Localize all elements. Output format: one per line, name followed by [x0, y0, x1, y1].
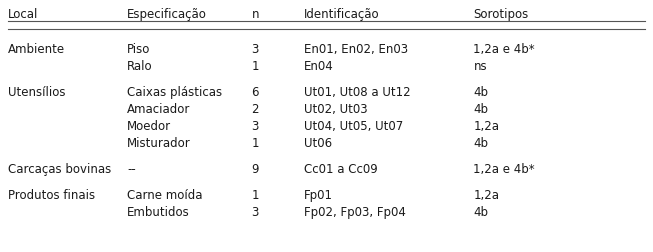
Text: 1,2a: 1,2a: [473, 188, 500, 201]
Text: ns: ns: [473, 60, 487, 73]
Text: Ut02, Ut03: Ut02, Ut03: [304, 103, 367, 115]
Text: Fp01: Fp01: [304, 188, 332, 201]
Text: Ut04, Ut05, Ut07: Ut04, Ut05, Ut07: [304, 119, 403, 133]
Text: 3: 3: [251, 205, 259, 218]
Text: Carne moída: Carne moída: [127, 188, 203, 201]
Text: Especificação: Especificação: [127, 8, 207, 21]
Text: --: --: [127, 162, 136, 175]
Text: Cc01 a Cc09: Cc01 a Cc09: [304, 162, 377, 175]
Text: 4b: 4b: [473, 86, 488, 99]
Text: 3: 3: [251, 119, 259, 133]
Text: Amaciador: Amaciador: [127, 103, 191, 115]
Text: Ralo: Ralo: [127, 60, 153, 73]
Text: 1,2a: 1,2a: [473, 119, 500, 133]
Text: En01, En02, En03: En01, En02, En03: [304, 43, 407, 56]
Text: 1: 1: [251, 188, 259, 201]
Text: 1,2a e 4b*: 1,2a e 4b*: [473, 162, 535, 175]
Text: Piso: Piso: [127, 43, 151, 56]
Text: n: n: [251, 8, 259, 21]
Text: Utensílios: Utensílios: [8, 86, 65, 99]
Text: Ut06: Ut06: [304, 137, 332, 149]
Text: Carcaças bovinas: Carcaças bovinas: [8, 162, 111, 175]
Text: Misturador: Misturador: [127, 137, 191, 149]
Text: Embutidos: Embutidos: [127, 205, 190, 218]
Text: Ut01, Ut08 a Ut12: Ut01, Ut08 a Ut12: [304, 86, 410, 99]
Text: 3: 3: [251, 43, 259, 56]
Text: 4b: 4b: [473, 103, 488, 115]
Text: Local: Local: [8, 8, 39, 21]
Text: Ambiente: Ambiente: [8, 43, 65, 56]
Text: 1: 1: [251, 137, 259, 149]
Text: 1: 1: [251, 60, 259, 73]
Text: Moedor: Moedor: [127, 119, 172, 133]
Text: En04: En04: [304, 60, 334, 73]
Text: Produtos finais: Produtos finais: [8, 188, 95, 201]
Text: Identificação: Identificação: [304, 8, 379, 21]
Text: 2: 2: [251, 103, 259, 115]
Text: 1,2a e 4b*: 1,2a e 4b*: [473, 43, 535, 56]
Text: Caixas plásticas: Caixas plásticas: [127, 86, 223, 99]
Text: Fp02, Fp03, Fp04: Fp02, Fp03, Fp04: [304, 205, 406, 218]
Text: Sorotipos: Sorotipos: [473, 8, 529, 21]
Text: 4b: 4b: [473, 137, 488, 149]
Text: 4b: 4b: [473, 205, 488, 218]
Text: 9: 9: [251, 162, 259, 175]
Text: 6: 6: [251, 86, 259, 99]
